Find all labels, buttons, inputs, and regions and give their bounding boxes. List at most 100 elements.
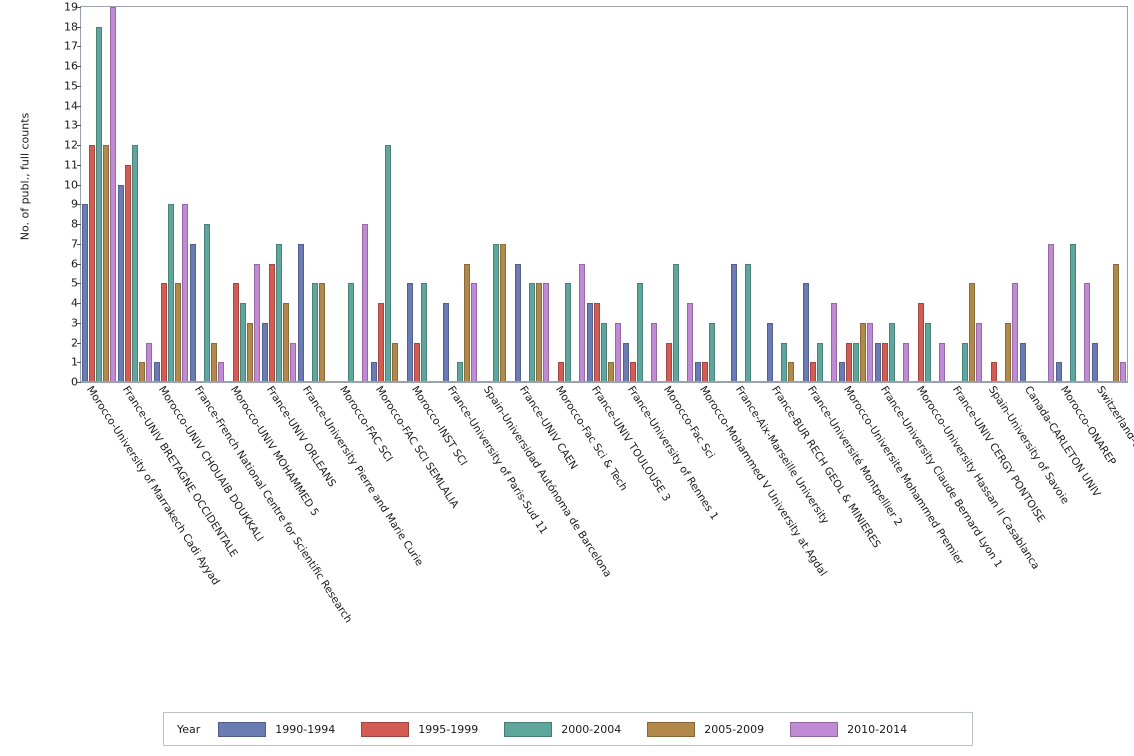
bar	[607, 362, 614, 382]
bar	[406, 283, 413, 382]
bar-group	[1019, 7, 1055, 382]
bar	[190, 243, 197, 382]
y-tick-mark	[77, 322, 81, 324]
y-tick-label: 10	[64, 178, 78, 192]
bar	[499, 243, 506, 382]
bar	[781, 342, 788, 382]
legend-swatch	[504, 721, 553, 737]
bar	[139, 362, 146, 382]
bar	[125, 164, 132, 382]
legend-swatch	[361, 721, 410, 737]
bar-group	[225, 7, 261, 382]
bar-group	[478, 7, 514, 382]
x-tick-label: Morocco-University of Marrakech Cadi Ayy…	[83, 384, 222, 588]
bar	[154, 362, 161, 382]
bar	[204, 224, 211, 382]
bar	[384, 145, 391, 382]
bar	[961, 342, 968, 382]
bar	[810, 362, 817, 382]
bar	[290, 342, 297, 382]
legend-item[interactable]: 2005-2009	[647, 721, 765, 737]
bar-group	[766, 7, 802, 382]
y-tick-label: 13	[64, 118, 78, 132]
legend-swatch	[218, 721, 267, 737]
bar	[247, 322, 254, 382]
bar	[542, 283, 549, 382]
bar	[622, 342, 629, 382]
bar	[1091, 342, 1098, 382]
bar	[420, 283, 427, 382]
bar	[586, 303, 593, 382]
bar	[695, 362, 702, 382]
bar	[319, 283, 326, 382]
plot-inner: 19 18 17 16 15 14 13 12 11 10 9 8 7 6 5 4 3 2 1 0	[64, 2, 1127, 388]
bar-group	[153, 7, 189, 382]
y-tick-label: 4	[71, 296, 78, 310]
bar	[377, 303, 384, 382]
bar	[370, 362, 377, 382]
bar-group	[802, 7, 838, 382]
bar-group	[514, 7, 550, 382]
y-tick-mark	[77, 46, 81, 48]
legend-label: 2005-2009	[704, 722, 765, 736]
bar	[1019, 342, 1026, 382]
bar	[578, 263, 585, 382]
bar	[492, 243, 499, 382]
y-tick-label: 17	[64, 39, 78, 53]
bar	[1112, 263, 1119, 382]
legend-item[interactable]: 2000-2004	[504, 721, 621, 737]
x-tick-label: Morocco-Fac Sci & Tech	[552, 384, 630, 494]
bar-group	[730, 7, 766, 382]
bar	[867, 322, 874, 382]
y-tick-mark	[77, 26, 81, 28]
bar	[673, 263, 680, 382]
bar	[788, 362, 795, 382]
bar	[903, 342, 910, 382]
y-tick-label: 1	[71, 355, 78, 369]
bar	[636, 283, 643, 382]
bar-groups	[81, 7, 1127, 382]
bar	[564, 283, 571, 382]
y-tick-label: 19	[64, 0, 78, 14]
bar	[514, 263, 521, 382]
bar	[528, 283, 535, 382]
y-tick-mark	[77, 224, 81, 226]
legend-item[interactable]: 2010-2014	[790, 721, 907, 737]
bar	[839, 362, 846, 382]
bar	[975, 322, 982, 382]
bar	[233, 283, 240, 382]
y-tick-mark	[77, 204, 81, 206]
legend-item[interactable]: 1990-1994	[218, 721, 336, 737]
bar	[557, 362, 564, 382]
bar	[103, 145, 110, 382]
x-tick-label: Spain-Universidad Autónoma de Barcelona	[480, 384, 614, 580]
y-tick-mark	[77, 7, 81, 8]
bar	[853, 342, 860, 382]
y-tick-mark	[77, 164, 81, 166]
bar-group	[189, 7, 225, 382]
bar	[709, 322, 716, 382]
bar-group	[550, 7, 586, 382]
bar	[687, 303, 694, 382]
y-axis-title: No. of publ., full counts	[18, 112, 32, 241]
y-tick-mark	[77, 283, 81, 285]
bar	[175, 283, 182, 382]
y-tick-mark	[77, 85, 81, 87]
bar	[990, 362, 997, 382]
legend-label: 1995-1999	[418, 722, 479, 736]
bar-group	[333, 7, 369, 382]
bar	[846, 342, 853, 382]
bar	[767, 322, 774, 382]
bar-group	[910, 7, 946, 382]
bar	[968, 283, 975, 382]
bar	[939, 342, 946, 382]
bar	[470, 283, 477, 382]
bar	[1004, 322, 1011, 382]
bar	[348, 283, 355, 382]
bar	[442, 303, 449, 382]
legend-item[interactable]: 1995-1999	[361, 721, 479, 737]
bar	[666, 342, 673, 382]
legend-label: 1990-1994	[275, 722, 336, 736]
bar	[240, 303, 247, 382]
bar	[362, 224, 369, 382]
